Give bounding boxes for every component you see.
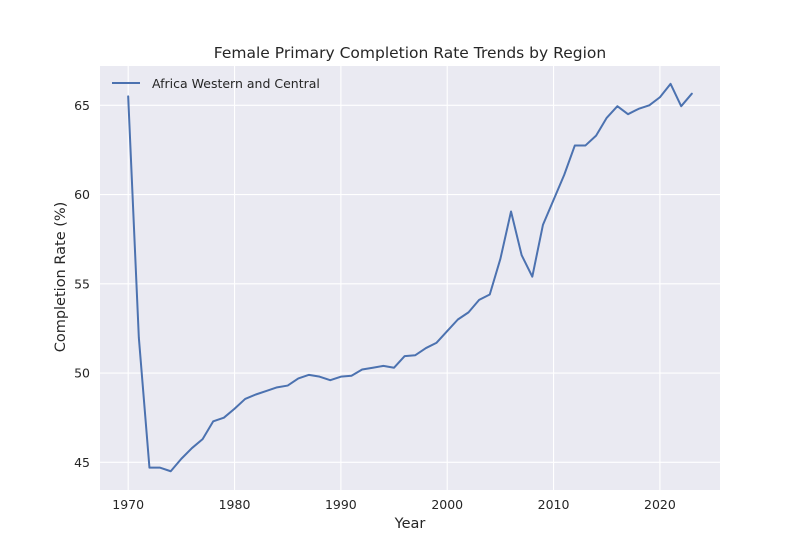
x-tick-label: 2010	[538, 497, 570, 512]
y-tick-label: 45	[74, 455, 90, 470]
series-layer	[127, 82, 693, 473]
y-tick-label: 65	[74, 98, 90, 113]
x-tick-label: 1970	[112, 497, 144, 512]
grid	[100, 66, 720, 490]
axis-ticks: 1970 1980 1990 2000 2010 2020 45 50 55 60 65	[74, 98, 676, 512]
chart-title: Female Primary Completion Rate Trends by…	[214, 44, 606, 62]
legend: Africa Western and Central	[112, 76, 320, 91]
x-axis-label: Year	[394, 516, 426, 532]
y-tick-label: 50	[74, 366, 90, 381]
x-tick-label: 2020	[644, 497, 676, 512]
plot-area	[100, 66, 720, 490]
x-tick-label: 1990	[325, 497, 357, 512]
y-tick-label: 60	[74, 187, 90, 202]
series-line	[127, 82, 693, 473]
x-tick-label: 2000	[431, 497, 463, 512]
legend-label: Africa Western and Central	[152, 76, 320, 91]
x-tick-label: 1980	[219, 497, 251, 512]
y-tick-label: 55	[74, 276, 90, 291]
y-axis-label: Completion Rate (%)	[53, 202, 69, 353]
